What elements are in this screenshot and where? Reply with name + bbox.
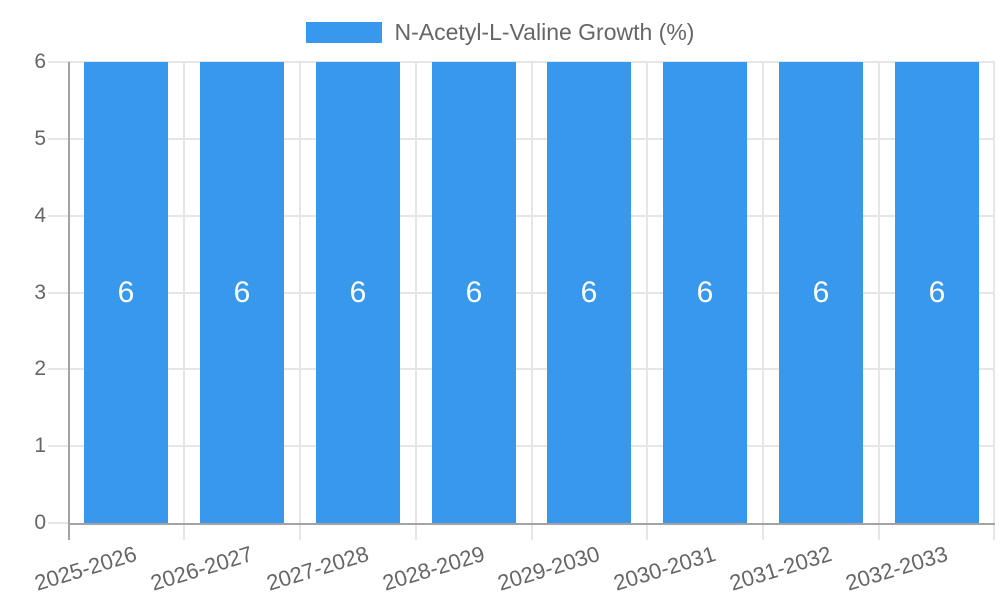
bar-value-label: 6 — [349, 275, 367, 309]
x-axis-label-2026-2027: 2026-2027 — [147, 541, 256, 596]
x-axis-tick — [415, 523, 417, 540]
legend-label: N-Acetyl-L-Valine Growth (%) — [394, 19, 695, 45]
bar-2025-2026[interactable]: 6 — [84, 62, 168, 523]
bar-2031-2032[interactable]: 6 — [779, 62, 863, 523]
bar-value-label: 6 — [233, 275, 251, 309]
x-axis-tick — [762, 523, 764, 540]
x-axis-tick — [299, 523, 301, 540]
x-axis-label-2029-2030: 2029-2030 — [494, 541, 603, 596]
y-axis-tick-label: 0 — [34, 511, 46, 534]
gridline-vertical — [878, 62, 880, 523]
y-axis-tick — [48, 522, 68, 524]
x-axis-label-2032-2033: 2032-2033 — [842, 541, 951, 596]
bar-value-label: 6 — [928, 275, 946, 309]
bar-2026-2027[interactable]: 6 — [200, 62, 284, 523]
gridline-vertical — [531, 62, 533, 523]
x-axis-labels: 2025-2026 2026-2027 2027-2028 2028-2029 2029… — [31, 523, 995, 600]
x-axis-ticks — [68, 523, 995, 543]
y-axis-tick-label: 1 — [34, 434, 46, 458]
chart-legend[interactable]: N-Acetyl-L-Valine Growth (%) — [0, 19, 1000, 46]
bar-value-label: 6 — [696, 275, 714, 309]
y-axis-tick — [48, 137, 68, 140]
y-axis-tick — [48, 61, 68, 63]
y-axis-tick-label: 3 — [34, 280, 46, 304]
y-axis-ticks — [48, 61, 68, 524]
bar-2029-2030[interactable]: 6 — [547, 62, 631, 523]
x-axis-label-2027-2028: 2027-2028 — [263, 541, 372, 596]
x-axis-tick — [878, 523, 880, 540]
y-axis-labels: 0 1 2 3 4 5 6 — [0, 51, 46, 534]
y-axis-tick — [48, 214, 68, 217]
x-axis-tick — [646, 523, 648, 540]
gridline-vertical — [646, 62, 648, 523]
gridline-vertical — [993, 62, 995, 523]
bar-2028-2029[interactable]: 6 — [432, 62, 516, 523]
bar-value-label: 6 — [117, 275, 135, 309]
y-axis-tick-label: 4 — [34, 203, 46, 227]
x-axis-tick — [183, 523, 185, 540]
bar-2030-2031[interactable]: 6 — [663, 62, 747, 523]
x-axis-tick — [531, 523, 533, 540]
bar-2027-2028[interactable]: 6 — [316, 62, 400, 523]
gridline-vertical — [415, 62, 417, 523]
bar-2032-2033[interactable]: 6 — [895, 62, 979, 523]
y-axis-tick-label: 6 — [34, 50, 46, 73]
bar-value-label: 6 — [465, 275, 483, 309]
bar-value-label: 6 — [580, 275, 598, 309]
y-axis-tick-label: 2 — [34, 357, 46, 381]
y-axis-tick — [48, 368, 68, 371]
bar-value-label: 6 — [812, 275, 830, 309]
y-axis-tick — [48, 291, 68, 294]
x-axis-label-2025-2026: 2025-2026 — [31, 541, 140, 596]
x-axis-tick — [993, 523, 995, 540]
x-axis-line — [68, 523, 995, 525]
gridline-vertical — [299, 62, 301, 523]
plot-area: 6 6 6 6 6 6 6 6 — [68, 61, 995, 523]
gridline-vertical — [762, 62, 764, 523]
gridline-vertical — [183, 62, 185, 523]
x-axis-label-2030-2031: 2030-2031 — [610, 541, 719, 596]
x-axis-label-2031-2032: 2031-2032 — [726, 541, 835, 596]
y-axis-tick — [48, 445, 68, 448]
y-axis-tick-label: 5 — [34, 126, 46, 150]
y-axis-line — [68, 62, 70, 540]
legend-swatch-icon — [305, 22, 382, 43]
x-axis-label-2028-2029: 2028-2029 — [379, 541, 488, 596]
